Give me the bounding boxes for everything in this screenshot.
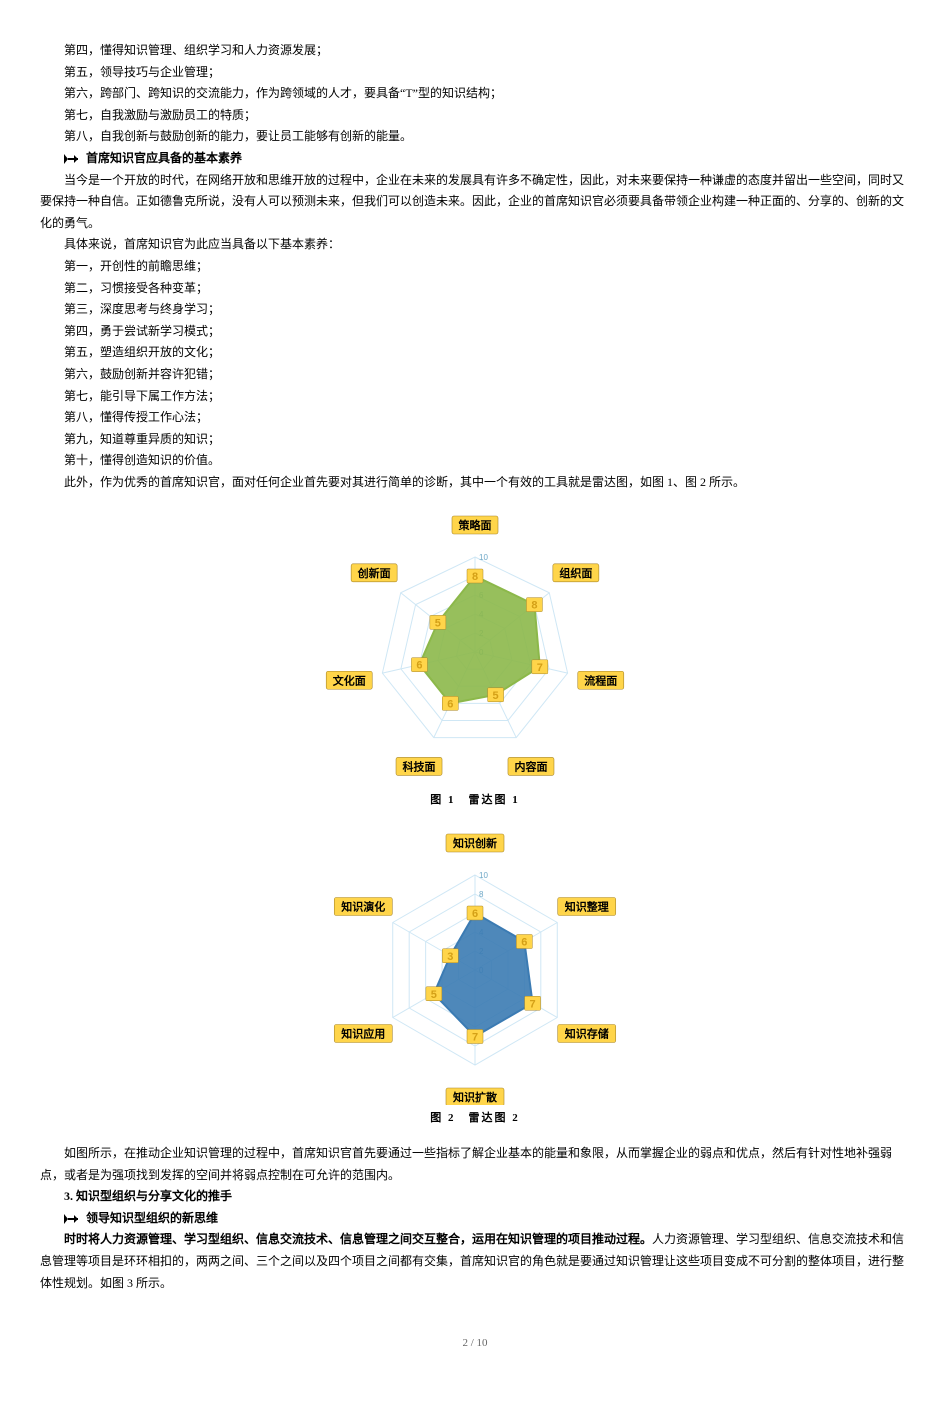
svg-text:科技面: 科技面: [403, 760, 436, 774]
list-item: 第二，习惯接受各种变革；: [40, 278, 910, 300]
paragraph: 此外，作为优秀的首席知识官，面对任何企业首先要对其进行简单的诊断，其中一个有效的…: [40, 472, 910, 494]
list-item: 第五，领导技巧与企业管理；: [40, 62, 910, 84]
list-item: 第七，自我激励与激励员工的特质；: [40, 105, 910, 127]
svg-text:8: 8: [479, 890, 484, 899]
svg-text:7: 7: [530, 999, 536, 1011]
radar-chart-2-svg: 0246810667753知识创新知识整理知识存储知识扩散知识应用知识演化: [320, 825, 630, 1105]
paragraph: 如图所示，在推动企业知识管理的过程中，首席知识官首先要通过一些指标了解企业基本的…: [40, 1143, 910, 1186]
arrow-icon: [64, 1214, 78, 1224]
svg-text:创新面: 创新面: [357, 566, 391, 580]
chart1-caption: 图 1 雷达图 1: [430, 791, 520, 811]
svg-text:5: 5: [493, 690, 499, 702]
radar-chart-1: 02468108875665策略面组织面流程面内容面科技面文化面创新面 图 1 …: [40, 507, 910, 811]
radar-chart-1-svg: 02468108875665策略面组织面流程面内容面科技面文化面创新面: [320, 507, 630, 787]
bullet-title-text: 领导知识型组织的新思维: [86, 1208, 218, 1230]
list-item: 第一，开创性的前瞻思维；: [40, 256, 910, 278]
svg-text:5: 5: [431, 989, 437, 1001]
svg-text:知识扩散: 知识扩散: [452, 1090, 498, 1104]
svg-text:流程面: 流程面: [584, 674, 617, 688]
svg-text:知识演化: 知识演化: [340, 900, 385, 914]
paragraph: 当今是一个开放的时代，在网络开放和思维开放的过程中，企业在未来的发展具有许多不确…: [40, 170, 910, 235]
svg-text:内容面: 内容面: [514, 760, 547, 774]
list-item: 第四，勇于尝试新学习模式；: [40, 321, 910, 343]
arrow-icon: [64, 154, 78, 164]
list-item: 第三，深度思考与终身学习；: [40, 299, 910, 321]
svg-text:7: 7: [537, 662, 543, 674]
svg-text:知识应用: 知识应用: [340, 1027, 385, 1041]
list-item: 第四，懂得知识管理、组织学习和人力资源发展；: [40, 40, 910, 62]
list-item: 第八，自我创新与鼓励创新的能力，要让员工能够有创新的能量。: [40, 126, 910, 148]
bullet-title-text: 首席知识官应具备的基本素养: [86, 148, 242, 170]
list-item: 第五，塑造组织开放的文化；: [40, 342, 910, 364]
section-3-title: 3. 知识型组织与分享文化的推手: [40, 1186, 910, 1208]
bullet-basic-quality: 首席知识官应具备的基本素养: [40, 148, 910, 170]
list-item: 第十，懂得创造知识的价值。: [40, 450, 910, 472]
paragraph: 具体来说，首席知识官为此应当具备以下基本素养：: [40, 234, 910, 256]
chart2-caption: 图 2 雷达图 2: [430, 1109, 520, 1129]
svg-text:知识存储: 知识存储: [564, 1027, 609, 1041]
svg-text:策略面: 策略面: [458, 518, 492, 532]
svg-text:7: 7: [472, 1032, 478, 1044]
svg-text:6: 6: [447, 699, 453, 711]
radar-chart-2: 0246810667753知识创新知识整理知识存储知识扩散知识应用知识演化 图 …: [40, 825, 910, 1129]
svg-text:6: 6: [472, 908, 478, 920]
paragraph: 时时将人力资源管理、学习型组织、信息交流技术、信息管理之间交互整合，运用在知识管…: [40, 1229, 910, 1294]
svg-text:组织面: 组织面: [559, 566, 592, 580]
svg-text:3: 3: [447, 951, 453, 963]
svg-text:6: 6: [521, 937, 527, 949]
bullet-new-thinking: 领导知识型组织的新思维: [40, 1208, 910, 1230]
svg-text:10: 10: [479, 553, 488, 562]
svg-text:文化面: 文化面: [333, 674, 366, 688]
svg-text:知识创新: 知识创新: [452, 836, 497, 850]
list-item: 第六，跨部门、跨知识的交流能力，作为跨领域的人才，要具备“T”型的知识结构；: [40, 83, 910, 105]
list-item: 第六，鼓励创新并容许犯错；: [40, 364, 910, 386]
list-item: 第九，知道尊重异质的知识；: [40, 429, 910, 451]
page-number: 2 / 10: [40, 1334, 910, 1354]
svg-text:8: 8: [472, 571, 478, 583]
svg-text:8: 8: [531, 600, 537, 612]
svg-text:知识整理: 知识整理: [564, 900, 609, 914]
list-item: 第八，懂得传授工作心法；: [40, 407, 910, 429]
paragraph-bold-prefix: 时时将人力资源管理、学习型组织、信息交流技术、信息管理之间交互整合，运用在知识管…: [64, 1232, 652, 1246]
svg-text:10: 10: [479, 871, 488, 880]
svg-text:6: 6: [416, 660, 422, 672]
list-item: 第七，能引导下属工作方法；: [40, 386, 910, 408]
svg-text:5: 5: [435, 618, 441, 630]
